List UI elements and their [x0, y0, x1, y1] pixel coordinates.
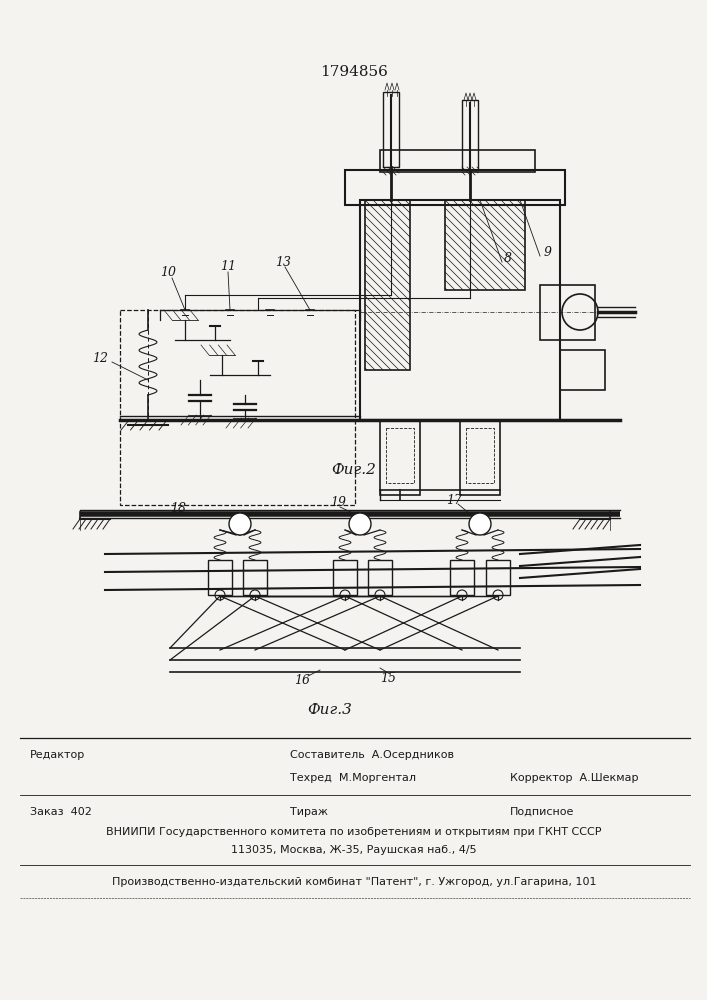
Text: Редактор: Редактор — [30, 750, 86, 760]
Text: 8: 8 — [504, 251, 512, 264]
Text: 18: 18 — [170, 502, 186, 514]
Bar — [486, 560, 510, 595]
Text: Тираж: Тираж — [290, 807, 328, 817]
Bar — [386, 428, 414, 483]
Bar — [380, 150, 535, 172]
Text: 1794856: 1794856 — [320, 65, 388, 79]
Bar — [243, 560, 267, 595]
Bar — [345, 170, 565, 205]
Text: Фиг.3: Фиг.3 — [308, 703, 352, 717]
Bar — [462, 100, 478, 170]
Bar — [445, 200, 525, 290]
Text: 15: 15 — [380, 672, 396, 684]
Text: 113035, Москва, Ж-35, Раушская наб., 4/5: 113035, Москва, Ж-35, Раушская наб., 4/5 — [231, 845, 477, 855]
Bar — [333, 560, 357, 595]
Bar — [466, 428, 494, 483]
Bar — [540, 285, 595, 340]
Bar — [365, 200, 410, 370]
Circle shape — [469, 513, 491, 535]
Text: Фиг.2: Фиг.2 — [332, 463, 376, 477]
Text: 12: 12 — [92, 352, 108, 364]
Text: Подписное: Подписное — [510, 807, 574, 817]
Bar — [380, 420, 420, 495]
Text: Заказ  402: Заказ 402 — [30, 807, 92, 817]
Bar — [460, 420, 500, 495]
Circle shape — [229, 513, 251, 535]
Bar — [368, 560, 392, 595]
Text: 16: 16 — [294, 674, 310, 686]
Circle shape — [349, 513, 371, 535]
Text: 13: 13 — [275, 255, 291, 268]
Text: ВНИИПИ Государственного комитета по изобретениям и открытиям при ГКНТ СССР: ВНИИПИ Государственного комитета по изоб… — [106, 827, 602, 837]
Text: Корректор  А.Шекмар: Корректор А.Шекмар — [510, 773, 638, 783]
Text: 19: 19 — [330, 496, 346, 510]
Bar — [383, 92, 399, 167]
Bar — [360, 200, 560, 420]
Text: Техред  М.Моргентал: Техред М.Моргентал — [290, 773, 416, 783]
Bar — [208, 560, 232, 595]
Text: 9: 9 — [544, 245, 552, 258]
Bar — [450, 560, 474, 595]
Bar — [560, 350, 605, 390]
Text: Производственно-издательский комбинат "Патент", г. Ужгород, ул.Гагарина, 101: Производственно-издательский комбинат "П… — [112, 877, 596, 887]
Text: 11: 11 — [220, 260, 236, 273]
Text: 17: 17 — [446, 493, 462, 506]
Text: 10: 10 — [160, 266, 176, 279]
Bar — [120, 310, 355, 505]
Text: Составитель  А.Осердников: Составитель А.Осердников — [290, 750, 454, 760]
